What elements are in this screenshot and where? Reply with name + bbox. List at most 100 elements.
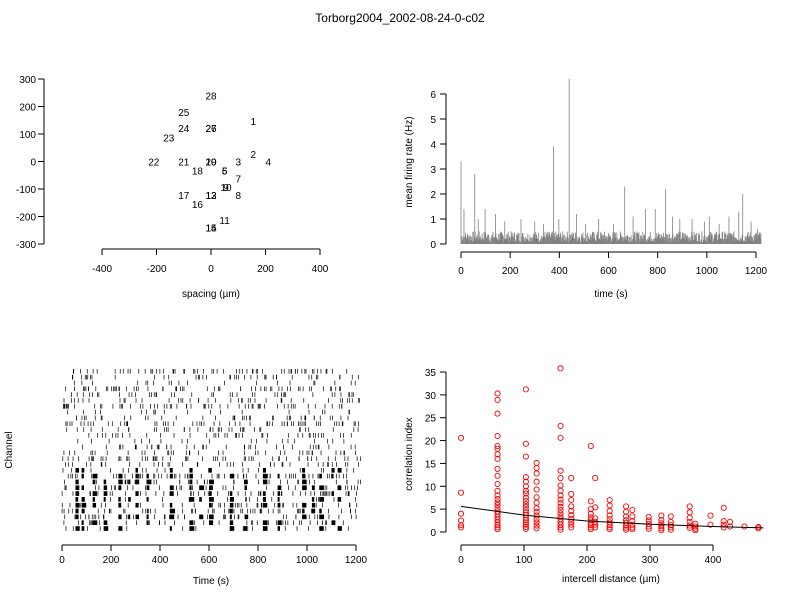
correlation-point: [568, 521, 575, 528]
correlation-point: [741, 523, 748, 530]
spike-burst: [103, 520, 108, 526]
correlation-point: [522, 503, 529, 510]
electrode-label: 15: [205, 224, 217, 235]
spike-burst: [319, 485, 324, 491]
firing-rate-y-tick-label: 2: [430, 190, 436, 201]
electrode-label: 7: [235, 175, 241, 186]
correlation-axes: 0 100 200 300 400 0 5 10 15 20 25 30 35: [425, 368, 722, 566]
correlation-point: [494, 451, 501, 458]
electrode-label: 3: [235, 158, 241, 169]
correlation-point: [522, 453, 529, 460]
spike-burst: [103, 479, 107, 485]
correlation-point: [587, 498, 594, 505]
spike-burst: [209, 491, 212, 496]
raster-y-label: Channel: [4, 431, 15, 468]
spike-burst: [189, 467, 193, 473]
electrode-label: 4: [265, 158, 271, 169]
correlation-point: [533, 522, 540, 529]
layout-y-tick-label: 200: [19, 103, 36, 114]
spike-burst: [311, 502, 314, 508]
correlation-point: [592, 524, 599, 531]
correlation-point: [720, 524, 727, 531]
spike-burst: [189, 479, 193, 485]
electrode-label: 24: [178, 124, 190, 135]
spike-burst: [331, 467, 335, 473]
spike-burst: [277, 473, 280, 479]
spike-burst: [244, 479, 248, 485]
correlation-point: [592, 504, 599, 511]
correlation-point: [457, 510, 465, 517]
correlation-point: [623, 508, 630, 515]
correlation-point: [658, 517, 665, 524]
electrode-label: 20: [205, 158, 217, 169]
spike-burst: [229, 473, 235, 479]
correlation-point: [557, 510, 564, 517]
correlation-point: [557, 524, 564, 531]
spike-burst: [229, 520, 234, 526]
correlation-point: [629, 513, 636, 520]
correlation-point: [606, 496, 613, 504]
raster-spikes: [61, 369, 361, 531]
correlation-point: [522, 497, 529, 504]
correlation-point: [494, 396, 501, 403]
spike-burst: [209, 497, 214, 502]
spike-burst: [277, 491, 281, 496]
correlation-point: [587, 524, 594, 531]
correlation-point: [692, 523, 699, 530]
firing-rate-x-tick-label: 600: [600, 266, 617, 277]
correlation-point: [494, 443, 501, 450]
firing-rate-x-tick-label: 400: [551, 266, 568, 277]
correlation-point: [457, 524, 465, 531]
correlation-point: [658, 523, 665, 530]
spike-burst: [92, 491, 97, 496]
correlation-y-tick-label: 15: [425, 459, 437, 470]
correlation-point: [557, 507, 564, 514]
spike-burst: [146, 514, 149, 520]
correlation-point: [522, 517, 529, 524]
correlation-point: [494, 465, 501, 472]
spike-burst: [229, 514, 232, 520]
spike-burst: [337, 526, 342, 531]
correlation-x-tick-label: 300: [642, 555, 659, 566]
spike-burst: [229, 502, 234, 508]
correlation-point: [533, 494, 540, 501]
spike-burst: [262, 502, 268, 508]
spike-burst: [92, 473, 98, 479]
spike-burst: [75, 479, 79, 485]
spike-burst: [262, 520, 268, 526]
correlation-point: [557, 434, 564, 441]
spike-burst: [75, 491, 80, 496]
spike-burst: [189, 497, 195, 502]
electrode-label: 1: [250, 117, 256, 128]
correlation-point: [606, 526, 613, 533]
correlation-point: [606, 512, 613, 519]
spike-burst: [118, 479, 122, 485]
correlation-point: [645, 525, 652, 532]
spike-burst: [92, 502, 97, 508]
correlation-y-tick-label: 35: [425, 368, 437, 379]
correlation-point: [592, 521, 599, 528]
correlation-point: [568, 512, 575, 519]
spike-burst: [302, 514, 307, 520]
electrode-label: 21: [178, 158, 190, 169]
correlation-point: [686, 503, 693, 510]
spike-burst: [118, 514, 122, 520]
spike-burst: [103, 491, 108, 496]
spike-burst: [118, 485, 122, 491]
correlation-x-label: intercell distance (µm): [562, 574, 660, 585]
layout-x-tick-label: -400: [92, 264, 112, 275]
spike-burst: [169, 485, 174, 491]
firing-rate-x-tick-label: 800: [649, 266, 666, 277]
correlation-point: [533, 505, 540, 512]
layout-y-tick-label: -200: [16, 213, 36, 224]
correlation-points: [457, 365, 762, 534]
spike-burst: [146, 497, 149, 502]
correlation-point: [568, 491, 575, 498]
spike-burst: [128, 514, 131, 520]
spike-burst: [302, 485, 307, 491]
spike-burst: [311, 508, 316, 514]
correlation-point: [533, 486, 540, 493]
spike-burst: [118, 526, 123, 531]
correlation-plot: 0 100 200 300 400 0 5 10 15 20 25 30 35 intercell di…: [404, 365, 764, 585]
